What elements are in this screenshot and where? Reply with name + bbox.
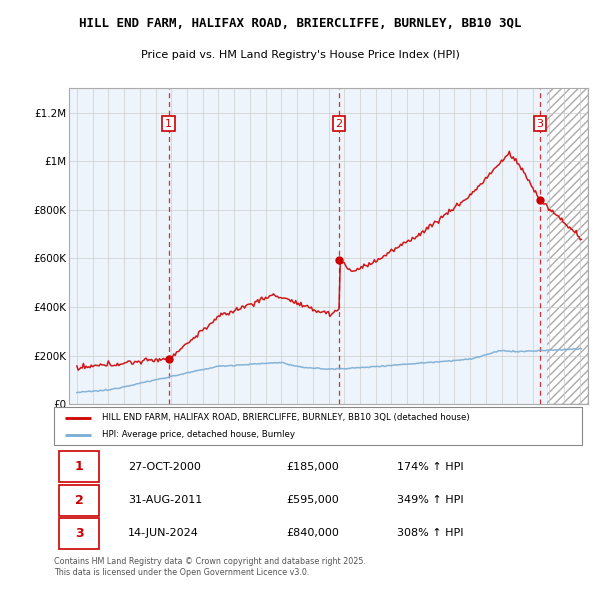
Text: 1: 1 xyxy=(75,460,84,474)
Text: 174% ↑ HPI: 174% ↑ HPI xyxy=(397,462,464,472)
Text: 1: 1 xyxy=(165,119,172,129)
Text: HILL END FARM, HALIFAX ROAD, BRIERCLIFFE, BURNLEY, BB10 3QL: HILL END FARM, HALIFAX ROAD, BRIERCLIFFE… xyxy=(79,17,521,30)
Bar xyxy=(169,88,547,404)
Text: 2: 2 xyxy=(75,493,84,507)
FancyBboxPatch shape xyxy=(59,484,99,516)
Text: £595,000: £595,000 xyxy=(286,495,339,505)
Text: 3: 3 xyxy=(536,119,544,129)
Text: 27-OCT-2000: 27-OCT-2000 xyxy=(128,462,201,472)
Text: 2: 2 xyxy=(335,119,343,129)
FancyBboxPatch shape xyxy=(59,451,99,483)
FancyBboxPatch shape xyxy=(54,407,582,445)
Text: 14-JUN-2024: 14-JUN-2024 xyxy=(128,528,199,538)
Text: 3: 3 xyxy=(75,526,83,540)
Bar xyxy=(547,88,588,404)
Text: HPI: Average price, detached house, Burnley: HPI: Average price, detached house, Burn… xyxy=(101,430,295,439)
Text: £185,000: £185,000 xyxy=(286,462,339,472)
Text: 31-AUG-2011: 31-AUG-2011 xyxy=(128,495,202,505)
Text: Contains HM Land Registry data © Crown copyright and database right 2025.
This d: Contains HM Land Registry data © Crown c… xyxy=(54,558,366,577)
Bar xyxy=(69,88,169,404)
FancyBboxPatch shape xyxy=(59,517,99,549)
Text: HILL END FARM, HALIFAX ROAD, BRIERCLIFFE, BURNLEY, BB10 3QL (detached house): HILL END FARM, HALIFAX ROAD, BRIERCLIFFE… xyxy=(101,414,469,422)
Text: Price paid vs. HM Land Registry's House Price Index (HPI): Price paid vs. HM Land Registry's House … xyxy=(140,50,460,60)
Text: £840,000: £840,000 xyxy=(286,528,339,538)
Text: 349% ↑ HPI: 349% ↑ HPI xyxy=(397,495,464,505)
Text: 308% ↑ HPI: 308% ↑ HPI xyxy=(397,528,464,538)
